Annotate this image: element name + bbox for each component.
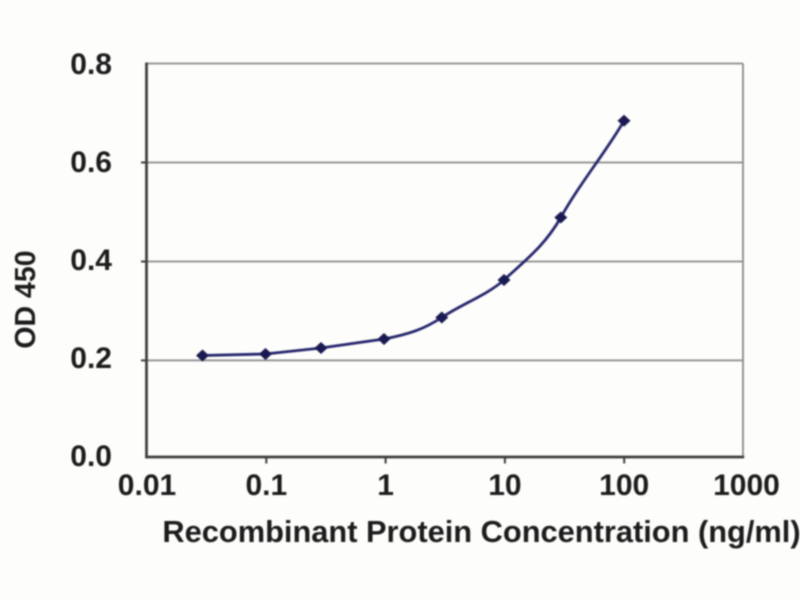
svg-text:0.8: 0.8 xyxy=(70,48,112,81)
svg-text:0.01: 0.01 xyxy=(118,469,176,502)
svg-text:OD 450: OD 450 xyxy=(10,250,42,348)
svg-text:100: 100 xyxy=(599,469,649,502)
svg-text:0.2: 0.2 xyxy=(70,342,112,375)
svg-text:0.6: 0.6 xyxy=(70,146,112,179)
svg-text:1000: 1000 xyxy=(713,469,780,502)
svg-text:Recombinant Protein Concentrat: Recombinant Protein Concentration (ng/ml… xyxy=(162,514,800,549)
svg-text:1: 1 xyxy=(377,469,394,502)
svg-text:10: 10 xyxy=(488,469,521,502)
svg-text:0.0: 0.0 xyxy=(70,440,112,473)
svg-text:0.4: 0.4 xyxy=(70,244,112,277)
svg-text:0.1: 0.1 xyxy=(245,469,287,502)
